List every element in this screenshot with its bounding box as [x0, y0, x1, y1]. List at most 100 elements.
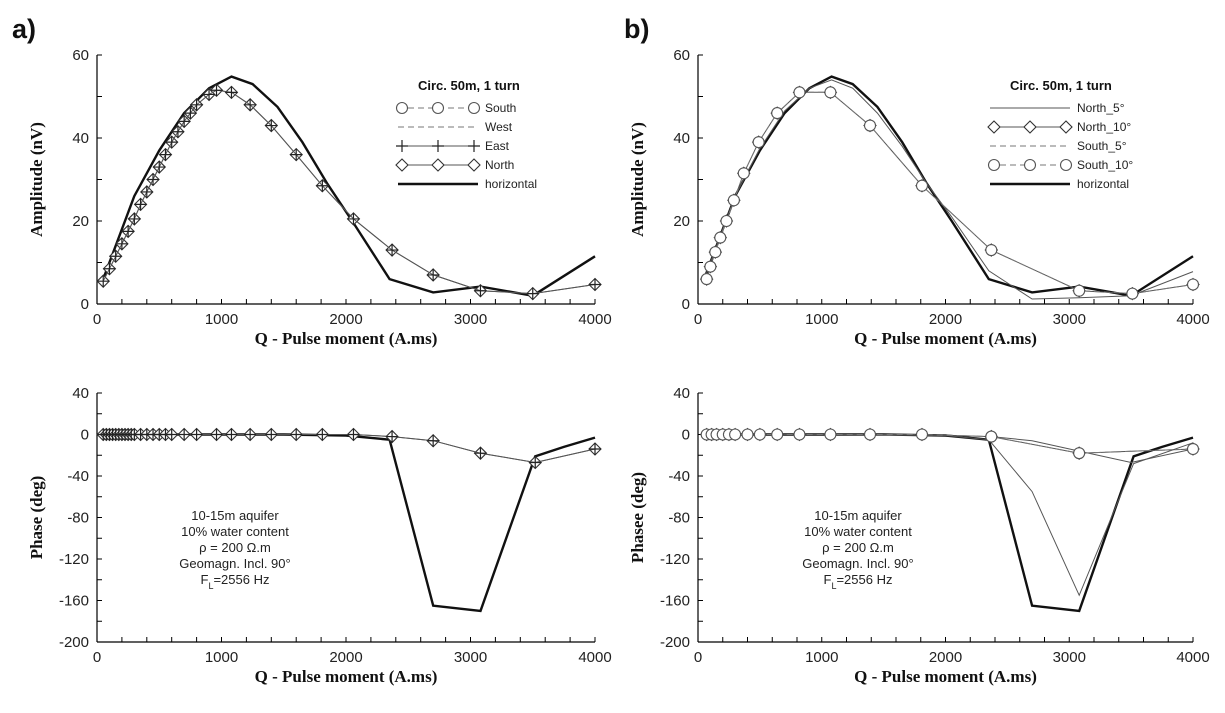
y-tick-label: -80: [668, 510, 690, 527]
y-tick-label: 0: [81, 296, 89, 313]
x-tick-label: 1000: [805, 311, 838, 328]
data-point-East: [178, 428, 191, 441]
data-point-East: [225, 86, 238, 99]
y-tick-label: 40: [673, 130, 690, 147]
x-tick-label: 0: [694, 311, 702, 328]
x-tick-label: 3000: [1053, 649, 1086, 666]
legend-entry-label: West: [485, 120, 513, 134]
legend-marker: [395, 158, 409, 172]
x-tick-label: 1000: [205, 311, 238, 328]
data-point-South_10°: [863, 119, 877, 132]
data-point-South_10°: [915, 428, 929, 441]
y-tick-label: -200: [660, 634, 690, 651]
x-tick-label: 0: [93, 649, 101, 666]
data-point-East: [526, 287, 539, 300]
legend-entry-label: South: [485, 101, 516, 115]
y-tick-label: 0: [682, 427, 690, 444]
y-tick-label: -40: [67, 468, 89, 485]
y-tick-label: 60: [72, 47, 89, 64]
data-point-South_10°: [793, 428, 806, 441]
y-tick-label: 40: [72, 130, 89, 147]
data-point-South_10°: [1186, 278, 1200, 291]
y-axis-label: Amplitude (nV): [27, 122, 46, 237]
data-point-South_10°: [793, 86, 806, 99]
y-tick-label: -200: [59, 634, 89, 651]
annotation-line: ρ = 200 Ω.m: [822, 540, 894, 555]
data-point-East: [165, 136, 178, 149]
data-point-East: [128, 212, 141, 225]
data-point-South_10°: [714, 231, 727, 244]
series-line-East: [103, 434, 596, 464]
legend: Circ. 50m, 1 turn North_5° North_10° South_…: [987, 78, 1133, 191]
data-point-East: [140, 185, 153, 198]
data-point-East: [386, 244, 399, 257]
legend-entry-label: North: [485, 158, 514, 172]
data-point-South_10°: [771, 428, 784, 441]
data-point-East: [225, 428, 238, 441]
data-point-East: [134, 198, 147, 211]
data-point-South_10°: [824, 86, 837, 99]
series-line-North_5°: [703, 79, 1194, 300]
legend-marker: [431, 158, 445, 172]
annotation-line: Geomagn. Incl. 90°: [802, 556, 913, 571]
legend-entry-label: horizontal: [485, 177, 537, 191]
legend-entry-label: North_10°: [1077, 120, 1131, 134]
data-point-East: [427, 434, 440, 447]
data-point-East: [265, 119, 278, 132]
data-point-East: [210, 428, 223, 441]
data-point-South_10°: [720, 214, 733, 228]
data-point-South_10°: [729, 428, 742, 441]
annotation-line: ρ = 200 Ω.m: [199, 540, 271, 555]
phase-chart-b: -200 -160 -120 -80 -40 0 40 0 1000 2000 3000 4000 Q …: [628, 385, 1210, 686]
x-tick-label: 4000: [578, 311, 611, 328]
x-tick-label: 2000: [929, 311, 962, 328]
data-point-East: [190, 428, 203, 441]
data-point-South_10°: [1073, 447, 1086, 460]
x-tick-label: 0: [93, 311, 101, 328]
data-point-East: [427, 268, 440, 281]
y-tick-label: 60: [673, 47, 690, 64]
legend-entry-label: South_5°: [1077, 139, 1127, 153]
data-point-South_10°: [1073, 284, 1086, 297]
x-tick-label: 4000: [1176, 311, 1209, 328]
phase-chart-a: -200 -160 -120 -80 -40 0 40 0 1000 2000 3000 4000 Q …: [27, 385, 612, 686]
panel-label-b: b): [624, 14, 649, 44]
data-point-East: [589, 443, 601, 456]
data-point-South_10°: [753, 428, 766, 441]
data-point-East: [165, 428, 178, 441]
series-line-East: [102, 89, 596, 295]
legend-marker: [1023, 158, 1037, 172]
data-point-South_10°: [737, 167, 750, 180]
legend-marker: [431, 101, 445, 115]
data-point-South_10°: [1186, 442, 1200, 456]
data-point-East: [190, 98, 203, 111]
legend-marker: [468, 140, 480, 152]
data-point-South_10°: [727, 194, 740, 207]
y-tick-label: 20: [673, 213, 690, 230]
x-axis-label: Q - Pulse moment (A.ms): [854, 667, 1037, 686]
legend-marker: [1059, 120, 1073, 134]
data-point-East: [210, 84, 223, 97]
data-point-East: [265, 428, 278, 441]
series-line-South_5°: [704, 434, 1194, 597]
amplitude-chart-b: 0 20 40 60 0 1000 2000 3000 4000 Q - Pulse moment…: [628, 47, 1210, 348]
legend-title: Circ. 50m, 1 turn: [1010, 78, 1112, 93]
x-tick-label: 2000: [929, 649, 962, 666]
x-tick-label: 2000: [329, 311, 362, 328]
data-point-East: [474, 447, 487, 460]
data-point-East: [386, 430, 399, 443]
legend-entry-label: horizontal: [1077, 177, 1129, 191]
data-point-East: [115, 237, 128, 250]
y-tick-label: -120: [660, 551, 690, 568]
x-tick-label: 3000: [454, 311, 487, 328]
data-point-East: [159, 148, 172, 161]
series-line-North_5°: [991, 436, 1194, 464]
series-line-North: [103, 434, 596, 464]
data-point-East: [589, 278, 601, 291]
data-point-East: [529, 456, 542, 469]
legend-marker: [1023, 120, 1037, 134]
series-line-horizontal: [704, 433, 1194, 613]
data-point-East: [290, 148, 303, 161]
data-point-South_10°: [985, 430, 998, 443]
series-line-horizontal: [703, 75, 1194, 297]
